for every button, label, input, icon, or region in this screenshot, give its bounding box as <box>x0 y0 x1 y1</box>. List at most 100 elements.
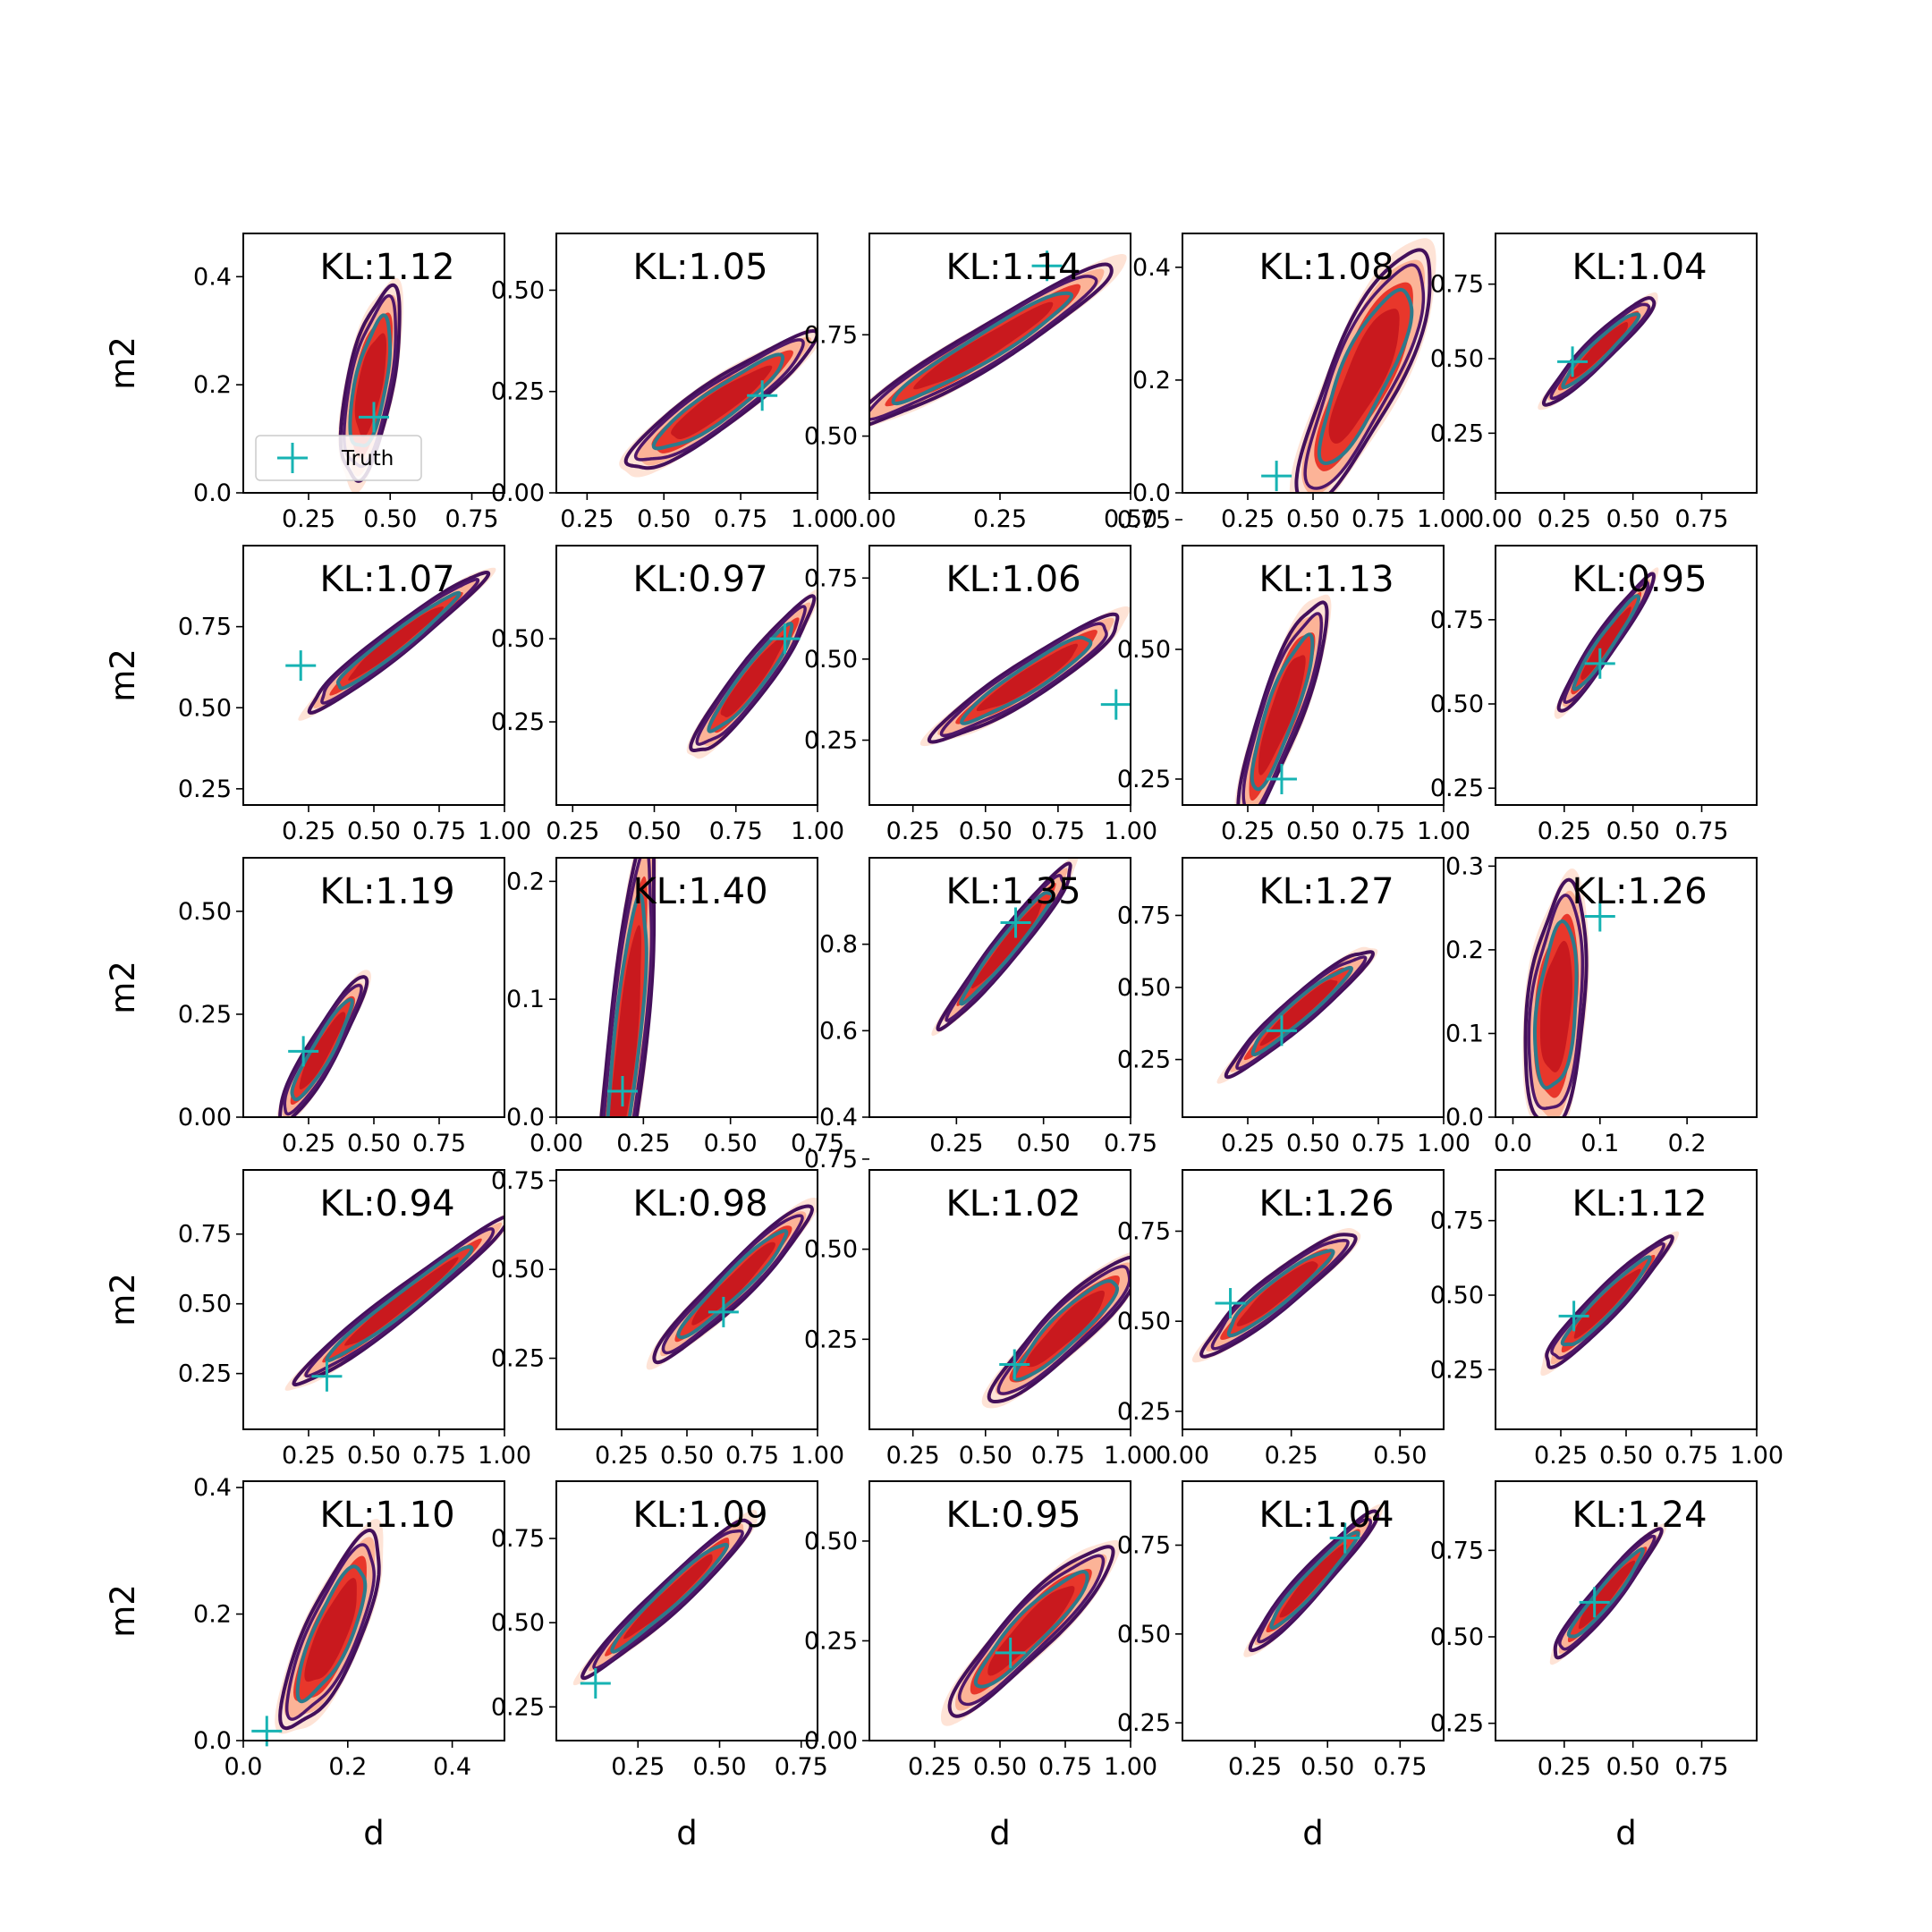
subplot-5-2: 0.25 0.50 0.75 0.25 0.50 0.75 KL:1.09 d <box>491 1480 828 1852</box>
y-tick-label: 0.50 <box>491 625 545 653</box>
x-tick-label: 0.25 <box>1228 1753 1282 1781</box>
y-tick-label: 0.4 <box>193 263 232 291</box>
y-axis-label: m2 <box>104 336 142 390</box>
truth-marker <box>1579 1587 1610 1618</box>
x-tick-label: 0.25 <box>1221 1130 1275 1157</box>
subplot-3-3: 0.25 0.50 0.75 0.4 0.6 0.8 KL:1.35 <box>819 857 1157 1157</box>
y-tick-label: 0.25 <box>1117 766 1171 793</box>
kl-annotation: KL:0.94 <box>319 1183 454 1224</box>
x-tick-label: 0.50 <box>347 1442 401 1470</box>
subplot-2-2: 0.25 0.50 0.75 1.00 0.25 0.50 KL:0.97 <box>491 545 844 845</box>
y-tick-label: 0.75 <box>804 564 858 592</box>
axes-frame <box>869 857 1131 1118</box>
y-tick-label: 0.25 <box>491 708 545 736</box>
y-tick-label: 0.25 <box>1430 1710 1484 1738</box>
x-tick-label: 0.75 <box>445 505 498 533</box>
kde-fill-core <box>623 1554 713 1640</box>
y-tick-label: 0.2 <box>506 868 545 895</box>
subplot-4-3: 0.25 0.50 0.75 1.00 0.25 0.50 0.75 KL:1.02 <box>804 1146 1157 1470</box>
axes-frame <box>1495 857 1758 1118</box>
truth-marker <box>1000 907 1031 938</box>
density-plot <box>981 1251 1131 1409</box>
x-tick-label: 0.75 <box>1373 1753 1427 1781</box>
x-tick-label: 0.25 <box>616 1130 670 1157</box>
density-plot <box>1549 1523 1667 1665</box>
x-tick-label: 1.00 <box>791 818 844 845</box>
kl-annotation: KL:1.07 <box>319 559 454 600</box>
x-tick-label: 0.50 <box>1104 505 1157 533</box>
contour-inner <box>1226 1249 1335 1338</box>
contour-mid <box>1235 955 1368 1071</box>
x-tick-label: 1.00 <box>791 505 844 533</box>
contour-mid <box>1558 1534 1657 1651</box>
x-tick-label: 1.00 <box>791 1442 844 1470</box>
axes-frame <box>1495 233 1758 494</box>
x-tick-label: 0.50 <box>1286 818 1340 845</box>
y-tick-label: 0.25 <box>178 1360 232 1388</box>
y-tick-label: 0.25 <box>804 1627 858 1655</box>
truth-marker <box>1329 1522 1360 1554</box>
subplot-2-4: 0.25 0.50 0.75 1.00 0.25 0.50 0.75 KL:1.13 <box>1117 506 1470 845</box>
y-tick-label: 0.25 <box>1117 1709 1171 1737</box>
contour-outer <box>927 612 1120 744</box>
contour-mid <box>1527 894 1585 1111</box>
y-tick-label: 0.50 <box>1117 974 1171 1002</box>
legend: Truth <box>255 435 422 481</box>
y-tick-label: 0.2 <box>1132 367 1171 394</box>
truth-marker <box>1266 764 1297 794</box>
x-tick-label: 0.50 <box>1373 1442 1427 1470</box>
axes-frame <box>242 1480 505 1741</box>
contour-inner <box>606 893 648 1117</box>
contour-mid <box>602 858 654 1117</box>
contour-outer <box>936 861 1072 1032</box>
contour-inner <box>651 352 785 451</box>
kl-annotation: KL:1.24 <box>1572 1495 1707 1536</box>
truth-marker <box>708 1296 739 1327</box>
axes-frame <box>1182 1169 1445 1430</box>
contour-outer <box>1541 296 1657 407</box>
x-tick-label: 0.25 <box>1538 505 1591 533</box>
kl-annotation: KL:1.04 <box>1258 1495 1394 1536</box>
x-tick-label: 1.00 <box>1104 1753 1157 1781</box>
y-tick-label: 0.25 <box>1430 775 1484 802</box>
x-tick-label: 0.0 <box>225 1753 263 1781</box>
truth-marker <box>769 623 801 655</box>
x-tick-label: 0.50 <box>1606 505 1660 533</box>
x-tick-label: 0.75 <box>725 1442 779 1470</box>
x-tick-label: 0.0 <box>1494 1130 1532 1157</box>
y-tick-label: 0.00 <box>804 1727 858 1755</box>
y-tick-label: 0.75 <box>804 321 858 349</box>
x-tick-label: 1.00 <box>1417 505 1470 533</box>
axes-frame <box>869 545 1131 806</box>
kl-annotation: KL:1.02 <box>945 1183 1080 1224</box>
contour-mid <box>304 1227 496 1378</box>
x-tick-label: 0.75 <box>1031 818 1085 845</box>
subplot-2-5: 0.25 0.50 0.75 0.25 0.50 0.75 KL:0.95 <box>1430 545 1758 845</box>
y-tick-label: 0.25 <box>178 775 232 803</box>
x-tick-label: 0.50 <box>1599 1442 1653 1470</box>
contour-mid <box>939 622 1108 738</box>
truth-marker <box>606 1076 638 1106</box>
truth-marker <box>1266 1015 1297 1046</box>
x-tick-label: 0.1 <box>1580 1130 1619 1157</box>
x-tick-label: 0.00 <box>1156 1442 1209 1470</box>
x-tick-label: 0.50 <box>363 505 417 533</box>
kde-fill-core <box>348 606 444 681</box>
y-tick-label: 0.4 <box>1132 254 1171 282</box>
x-tick-label: 0.50 <box>1606 818 1660 845</box>
subplot-1-3: 0.00 0.25 0.50 0.50 0.75 KL:1.14 <box>804 233 1157 533</box>
kl-annotation: KL:1.19 <box>319 871 454 912</box>
contour-outer <box>1294 248 1432 493</box>
x-axis-label: d <box>1302 1814 1324 1852</box>
y-tick-label: 0.75 <box>1430 1537 1484 1564</box>
x-tick-label: 0.50 <box>660 1442 714 1470</box>
density-plot <box>598 858 657 1117</box>
kl-annotation: KL:0.98 <box>632 1183 767 1224</box>
x-tick-label: 0.25 <box>1534 1442 1588 1470</box>
x-tick-label: 0.50 <box>627 818 681 845</box>
truth-marker <box>1558 1301 1589 1332</box>
kl-annotation: KL:1.35 <box>945 871 1080 912</box>
kl-annotation: KL:0.97 <box>632 559 767 600</box>
axes-frame <box>555 1480 818 1741</box>
truth-marker <box>1215 1288 1246 1319</box>
